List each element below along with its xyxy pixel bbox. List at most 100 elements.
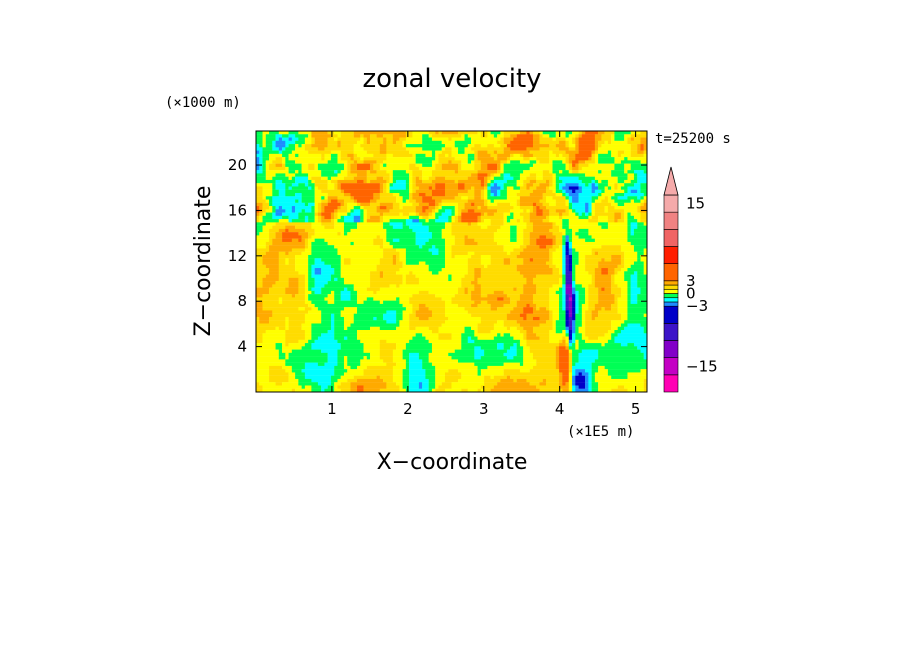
field-cell [330,277,335,282]
field-cell [477,323,495,327]
field-cell [428,388,433,392]
field-cell [500,192,508,197]
field-cell [497,157,508,161]
colorbar-swatch [663,263,679,282]
field-cell [532,258,550,262]
field-cell [301,235,309,239]
field-cell [510,297,521,301]
field-cell [415,313,433,318]
field-cell [441,140,455,145]
field-cell [379,388,400,392]
field-cell [262,140,266,145]
field-cell [519,330,527,334]
field-cell [415,206,423,210]
field-cell [285,352,289,357]
field-cell [572,189,576,194]
field-cell [330,323,335,327]
field-cell [487,196,508,200]
field-cell [256,179,276,184]
field-cell [256,209,260,213]
field-cell [282,137,289,141]
field-cell [477,372,481,376]
field-cell [438,160,449,164]
field-cell [552,189,556,194]
field-cell [330,378,338,383]
field-cell [330,264,341,269]
field-cell [516,268,553,272]
field-cell [497,153,511,158]
field-cell [285,356,289,360]
field-cell [389,179,394,184]
field-cell [624,219,628,223]
field-cell [549,330,556,334]
field-cell [500,225,511,230]
field-cell [503,323,521,327]
field-cell [444,313,472,318]
field-cell [529,186,537,190]
field-cell [304,241,309,246]
field-cell [529,303,537,308]
field-cell [402,316,410,321]
field-cell [324,284,354,288]
field-cell [340,140,358,145]
field-cell [347,163,351,168]
field-cell [366,140,371,145]
field-cell [562,170,569,174]
field-cell [295,134,309,138]
field-cell [588,232,628,236]
field-cell [643,251,647,256]
field-cell [304,274,309,278]
field-cell [516,192,530,197]
field-cell [295,176,309,181]
field-cell [601,199,609,203]
field-cell [343,189,380,194]
field-cell [559,287,563,292]
field-cell [386,206,394,210]
field-cell [480,300,488,305]
field-cell [321,206,325,210]
field-cell [640,186,647,190]
field-cell [500,131,504,135]
field-cell [386,153,394,158]
field-cell [357,310,387,314]
field-cell [572,264,576,269]
field-cell [311,330,328,334]
field-cell [552,150,566,155]
field-cell [392,153,413,158]
field-cell [594,206,605,210]
field-cell [510,326,517,331]
field-cell [549,339,560,344]
field-cell [513,356,524,360]
field-cell [549,215,560,220]
field-cell [334,333,358,337]
field-cell [562,238,566,243]
field-cell [575,388,589,392]
field-cell [575,232,589,236]
field-cell [467,153,475,158]
field-cell [330,274,341,278]
field-cell [337,215,341,220]
field-cell [282,147,286,151]
field-cell [640,290,647,295]
field-cell [317,206,322,210]
field-cell [458,378,485,383]
field-cell [311,241,328,246]
field-cell [542,378,547,383]
field-cell [585,183,589,187]
field-cell [256,378,270,383]
field-cell [454,170,459,174]
field-cell [461,219,478,223]
field-cell [539,323,553,327]
field-cell [265,196,273,200]
field-cell [402,356,410,360]
field-cell [409,271,413,275]
field-cell [545,199,556,203]
field-cell [604,287,612,292]
field-cell [458,166,462,171]
field-cell [630,297,638,301]
field-cell [291,209,296,213]
field-cell [523,170,543,174]
field-cell [555,290,563,295]
field-cell [256,303,263,308]
field-cell [591,313,599,318]
